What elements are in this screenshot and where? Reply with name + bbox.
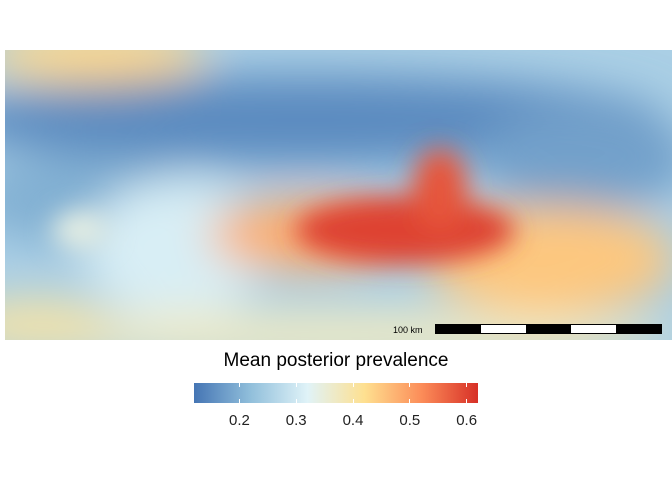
legend-tick-label: 0.4 [342,412,364,429]
left-pale-spot [52,212,108,248]
legend-tick-label: 0.3 [285,412,307,429]
hotspot-bottom-left [5,300,115,340]
legend-tick-mark [466,383,468,387]
scale-bar-segment [526,325,571,333]
hotspot-central-core [295,196,515,264]
coldspot-north-east [475,110,672,210]
legend-tick-mark [295,399,297,403]
legend-title: Mean posterior prevalence [223,350,449,371]
legend-tick-mark [409,383,411,387]
scale-bar-segment [616,325,661,333]
legend-tick-mark [466,399,468,403]
legend-gradient [194,383,478,403]
legend-tick-mark [238,383,240,387]
scale-bar-segment [481,325,526,333]
prevalence-raster [5,50,672,340]
legend-tick-mark [409,399,411,403]
legend-tick-label: 0.5 [399,412,421,429]
scale-bar-segment [571,325,616,333]
legend-tick-label: 0.2 [229,412,250,429]
legend-tick-mark [295,383,297,387]
scale-bar [435,324,662,334]
legend-tick-label: 0.6 [456,412,478,429]
legend-tick-mark [238,399,240,403]
legend-colorbar [194,383,478,403]
prevalence-map [5,50,672,340]
scale-bar-segment [436,325,481,333]
scale-bar-label: 100 km [393,325,423,335]
legend-tick-mark [352,399,354,403]
hotspot-top-left [5,50,205,83]
pale-center-zone [85,180,265,320]
legend-tick-mark [352,383,354,387]
hotspot-central-peak [412,148,468,232]
